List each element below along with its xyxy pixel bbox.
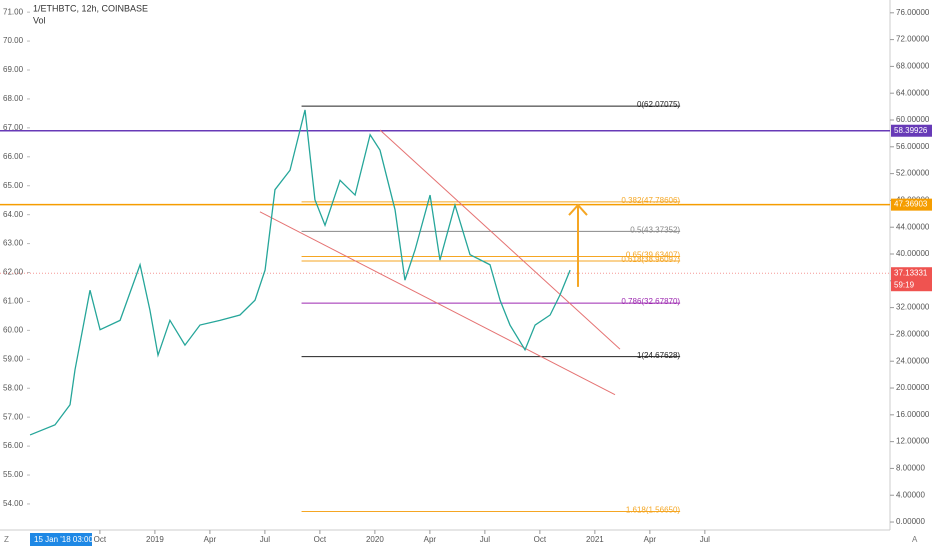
y2-tick-label: 60.00	[3, 325, 24, 334]
fib-label: 0.5(43.37352)	[630, 226, 680, 235]
fib-label: 0.65(39.63407)	[626, 251, 681, 260]
y-tick-label: 72.00000	[896, 35, 930, 44]
y2-tick-label: 61.00	[3, 297, 24, 306]
x-tick-label: Oct	[94, 535, 107, 544]
auto-scale-button[interactable]: A	[912, 535, 918, 544]
y-tick-label: 56.00000	[896, 142, 930, 151]
y-tick-label: 0.00000	[896, 517, 925, 526]
y-tick-label: 44.00000	[896, 222, 930, 231]
arrow-head	[568, 203, 588, 216]
y-tick-label: 8.00000	[896, 464, 925, 473]
y2-tick-label: 54.00	[3, 499, 24, 508]
price-tag: 47.36903	[894, 200, 928, 209]
x-tick-label: Jul	[260, 535, 270, 544]
y2-tick-label: 58.00	[3, 383, 24, 392]
fib-label: 1(24.67628)	[637, 351, 680, 360]
y2-tick-label: 66.00	[3, 152, 24, 161]
y2-tick-label: 67.00	[3, 123, 24, 132]
x-tick-label: Jul	[480, 535, 490, 544]
countdown: 59:19	[894, 280, 915, 289]
y2-tick-label: 71.00	[3, 7, 24, 16]
last-price: 37.13331	[894, 268, 928, 277]
y2-tick-label: 57.00	[3, 412, 24, 421]
fib-label: 0(62.07075)	[637, 100, 680, 109]
y-tick-label: 4.00000	[896, 490, 925, 499]
price-line	[29, 109, 571, 436]
x-tick-label: 2021	[586, 535, 604, 544]
y-tick-label: 64.00000	[896, 88, 930, 97]
trendline	[379, 129, 621, 350]
fib-label: 1.618(1.56650)	[626, 506, 681, 515]
fib-label: 0.786(32.67870)	[621, 297, 680, 306]
y-tick-label: 52.00000	[896, 169, 930, 178]
y-tick-label: 12.00000	[896, 437, 930, 446]
fib-label: 0.382(47.78606)	[621, 196, 680, 205]
y2-tick-label: 56.00	[3, 441, 24, 450]
y-tick-label: 60.00000	[896, 115, 930, 124]
trendline	[259, 211, 616, 396]
y-tick-label: 32.00000	[896, 303, 930, 312]
x-tick-label: 2019	[146, 535, 164, 544]
y2-tick-label: 70.00	[3, 36, 24, 45]
y-tick-label: 16.00000	[896, 410, 930, 419]
chart-title: 1/ETHBTC, 12h, COINBASE	[33, 3, 148, 13]
y2-tick-label: 59.00	[3, 354, 24, 363]
y-tick-label: 24.00000	[896, 356, 930, 365]
y2-tick-label: 69.00	[3, 65, 24, 74]
crosshair-date: 15 Jan '18 03:00	[34, 535, 93, 544]
y2-tick-label: 55.00	[3, 470, 24, 479]
volume-label: Vol	[33, 15, 46, 25]
y-tick-label: 68.00000	[896, 62, 930, 71]
fib-label: 0.618(38.96097)	[621, 255, 680, 264]
y-tick-label: 20.00000	[896, 383, 930, 392]
y2-tick-label: 62.00	[3, 268, 24, 277]
x-tick-label: Oct	[314, 535, 327, 544]
zoom-icon[interactable]: Z	[4, 535, 9, 544]
x-tick-label: Apr	[424, 535, 437, 544]
price-tag: 58.39926	[894, 126, 928, 135]
y-tick-label: 76.00000	[896, 8, 930, 17]
price-tag-box	[891, 198, 932, 211]
last-price-box	[891, 267, 932, 292]
x-tick-label: Jul	[700, 535, 710, 544]
y-tick-label: 40.00000	[896, 249, 930, 258]
y-tick-label: 28.00000	[896, 330, 930, 339]
price-tag-box	[891, 124, 932, 137]
y2-tick-label: 63.00	[3, 239, 24, 248]
y2-tick-label: 65.00	[3, 181, 24, 190]
crosshair-date-box	[30, 533, 92, 546]
x-tick-label: 2020	[366, 535, 384, 544]
x-tick-label: Apr	[644, 535, 657, 544]
y2-tick-label: 68.00	[3, 94, 24, 103]
x-tick-label: Apr	[204, 535, 217, 544]
x-tick-label: Oct	[534, 535, 547, 544]
y2-tick-label: 64.00	[3, 210, 24, 219]
